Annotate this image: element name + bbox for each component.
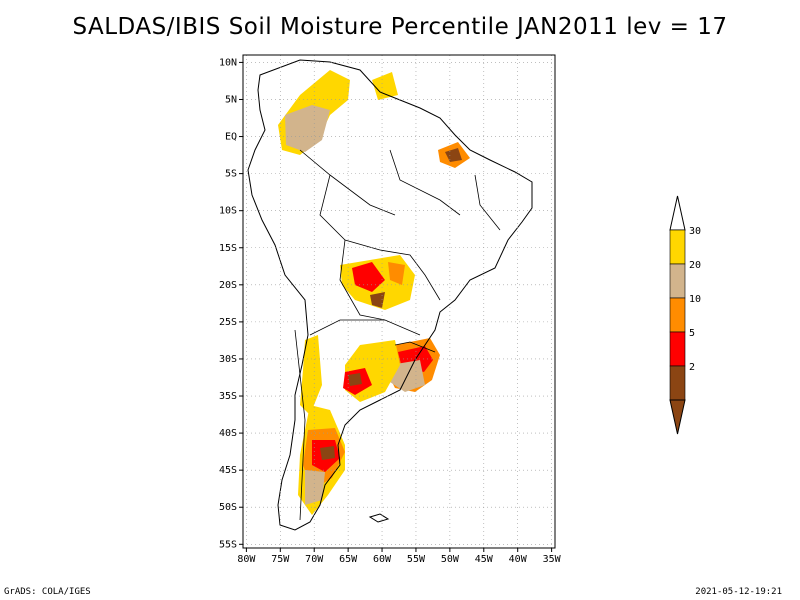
shade-central-red [352, 262, 385, 292]
lat-tick-label: 35S [219, 391, 237, 402]
lon-tick-label: 70W [305, 554, 324, 565]
border-6 [394, 341, 436, 353]
shade-west-yellow [300, 335, 322, 415]
shade-patagonia-tan [305, 470, 325, 505]
footer-credit: GrADS: COLA/IGES [4, 587, 91, 597]
lat-tick-label: 10N [219, 57, 237, 68]
legend-label: 30 [689, 226, 701, 237]
lon-tick-label: 80W [237, 554, 256, 565]
legend-swatch [669, 365, 686, 401]
legend-label: 20 [689, 260, 701, 271]
border-9 [474, 174, 501, 231]
lon-tick-label: 35W [543, 554, 562, 565]
legend-swatch [669, 229, 686, 265]
map-border [242, 54, 556, 549]
shade-ne-brown [445, 148, 462, 162]
legend-swatch [669, 263, 686, 299]
lon-tick-label: 65W [339, 554, 358, 565]
lon-tick-label: 75W [271, 554, 290, 565]
shade-patagonia-brown [320, 446, 335, 460]
continent-outline [247, 59, 533, 531]
map-title: SALDAS/IBIS Soil Moisture Percentile JAN… [72, 14, 728, 40]
legend-swatch [669, 331, 686, 367]
legend-top-arrow [669, 195, 686, 231]
lon-tick-label: 60W [373, 554, 392, 565]
lat-tick-label: 5S [225, 169, 237, 180]
legend-bottom-arrow [669, 399, 686, 435]
lon-tick-label: 55W [407, 554, 426, 565]
border-2 [319, 174, 381, 251]
lat-tick-label: 50S [219, 502, 237, 513]
map-frame: 10N 5N EQ 5S 10S 15S 20S 25S 30S 35S 40S 45S 50S 55S8… [219, 54, 562, 565]
color-legend: 30 20 10 5 2 [669, 195, 701, 435]
lat-tick-label: 20S [219, 280, 237, 291]
footer-timestamp: 2021-05-12-19:21 [695, 587, 782, 597]
legend-label: 10 [689, 294, 701, 305]
shade-central-orange [388, 262, 405, 285]
border-5 [309, 319, 421, 336]
lat-tick-label: 10S [219, 206, 237, 217]
map-grid [243, 55, 555, 548]
lat-tick-label: 30S [219, 354, 237, 365]
legend-label: 5 [689, 328, 695, 339]
border-1 [299, 149, 396, 216]
lon-tick-label: 45W [475, 554, 494, 565]
shade-north-tan [285, 105, 330, 152]
legend-label: 2 [689, 362, 695, 373]
border-4 [339, 239, 386, 321]
lat-tick-label: 5N [225, 94, 237, 105]
lat-tick-label: 25S [219, 317, 237, 328]
border-3 [379, 249, 441, 301]
falklands-outline [368, 513, 390, 523]
lat-tick-label: 15S [219, 243, 237, 254]
shade-venezuela-yellow [372, 72, 398, 100]
moisture-shading [278, 70, 470, 515]
lat-tick-label: 40S [219, 428, 237, 439]
lat-tick-label: 45S [219, 465, 237, 476]
lat-tick-label: 55S [219, 539, 237, 550]
lon-tick-label: 50W [441, 554, 460, 565]
lat-tick-label: EQ [225, 132, 237, 143]
shade-pampas-brown [348, 373, 362, 386]
lon-tick-label: 40W [509, 554, 528, 565]
shade-central-brown [370, 292, 385, 308]
border-7 [294, 329, 306, 521]
legend-swatch [669, 297, 686, 333]
